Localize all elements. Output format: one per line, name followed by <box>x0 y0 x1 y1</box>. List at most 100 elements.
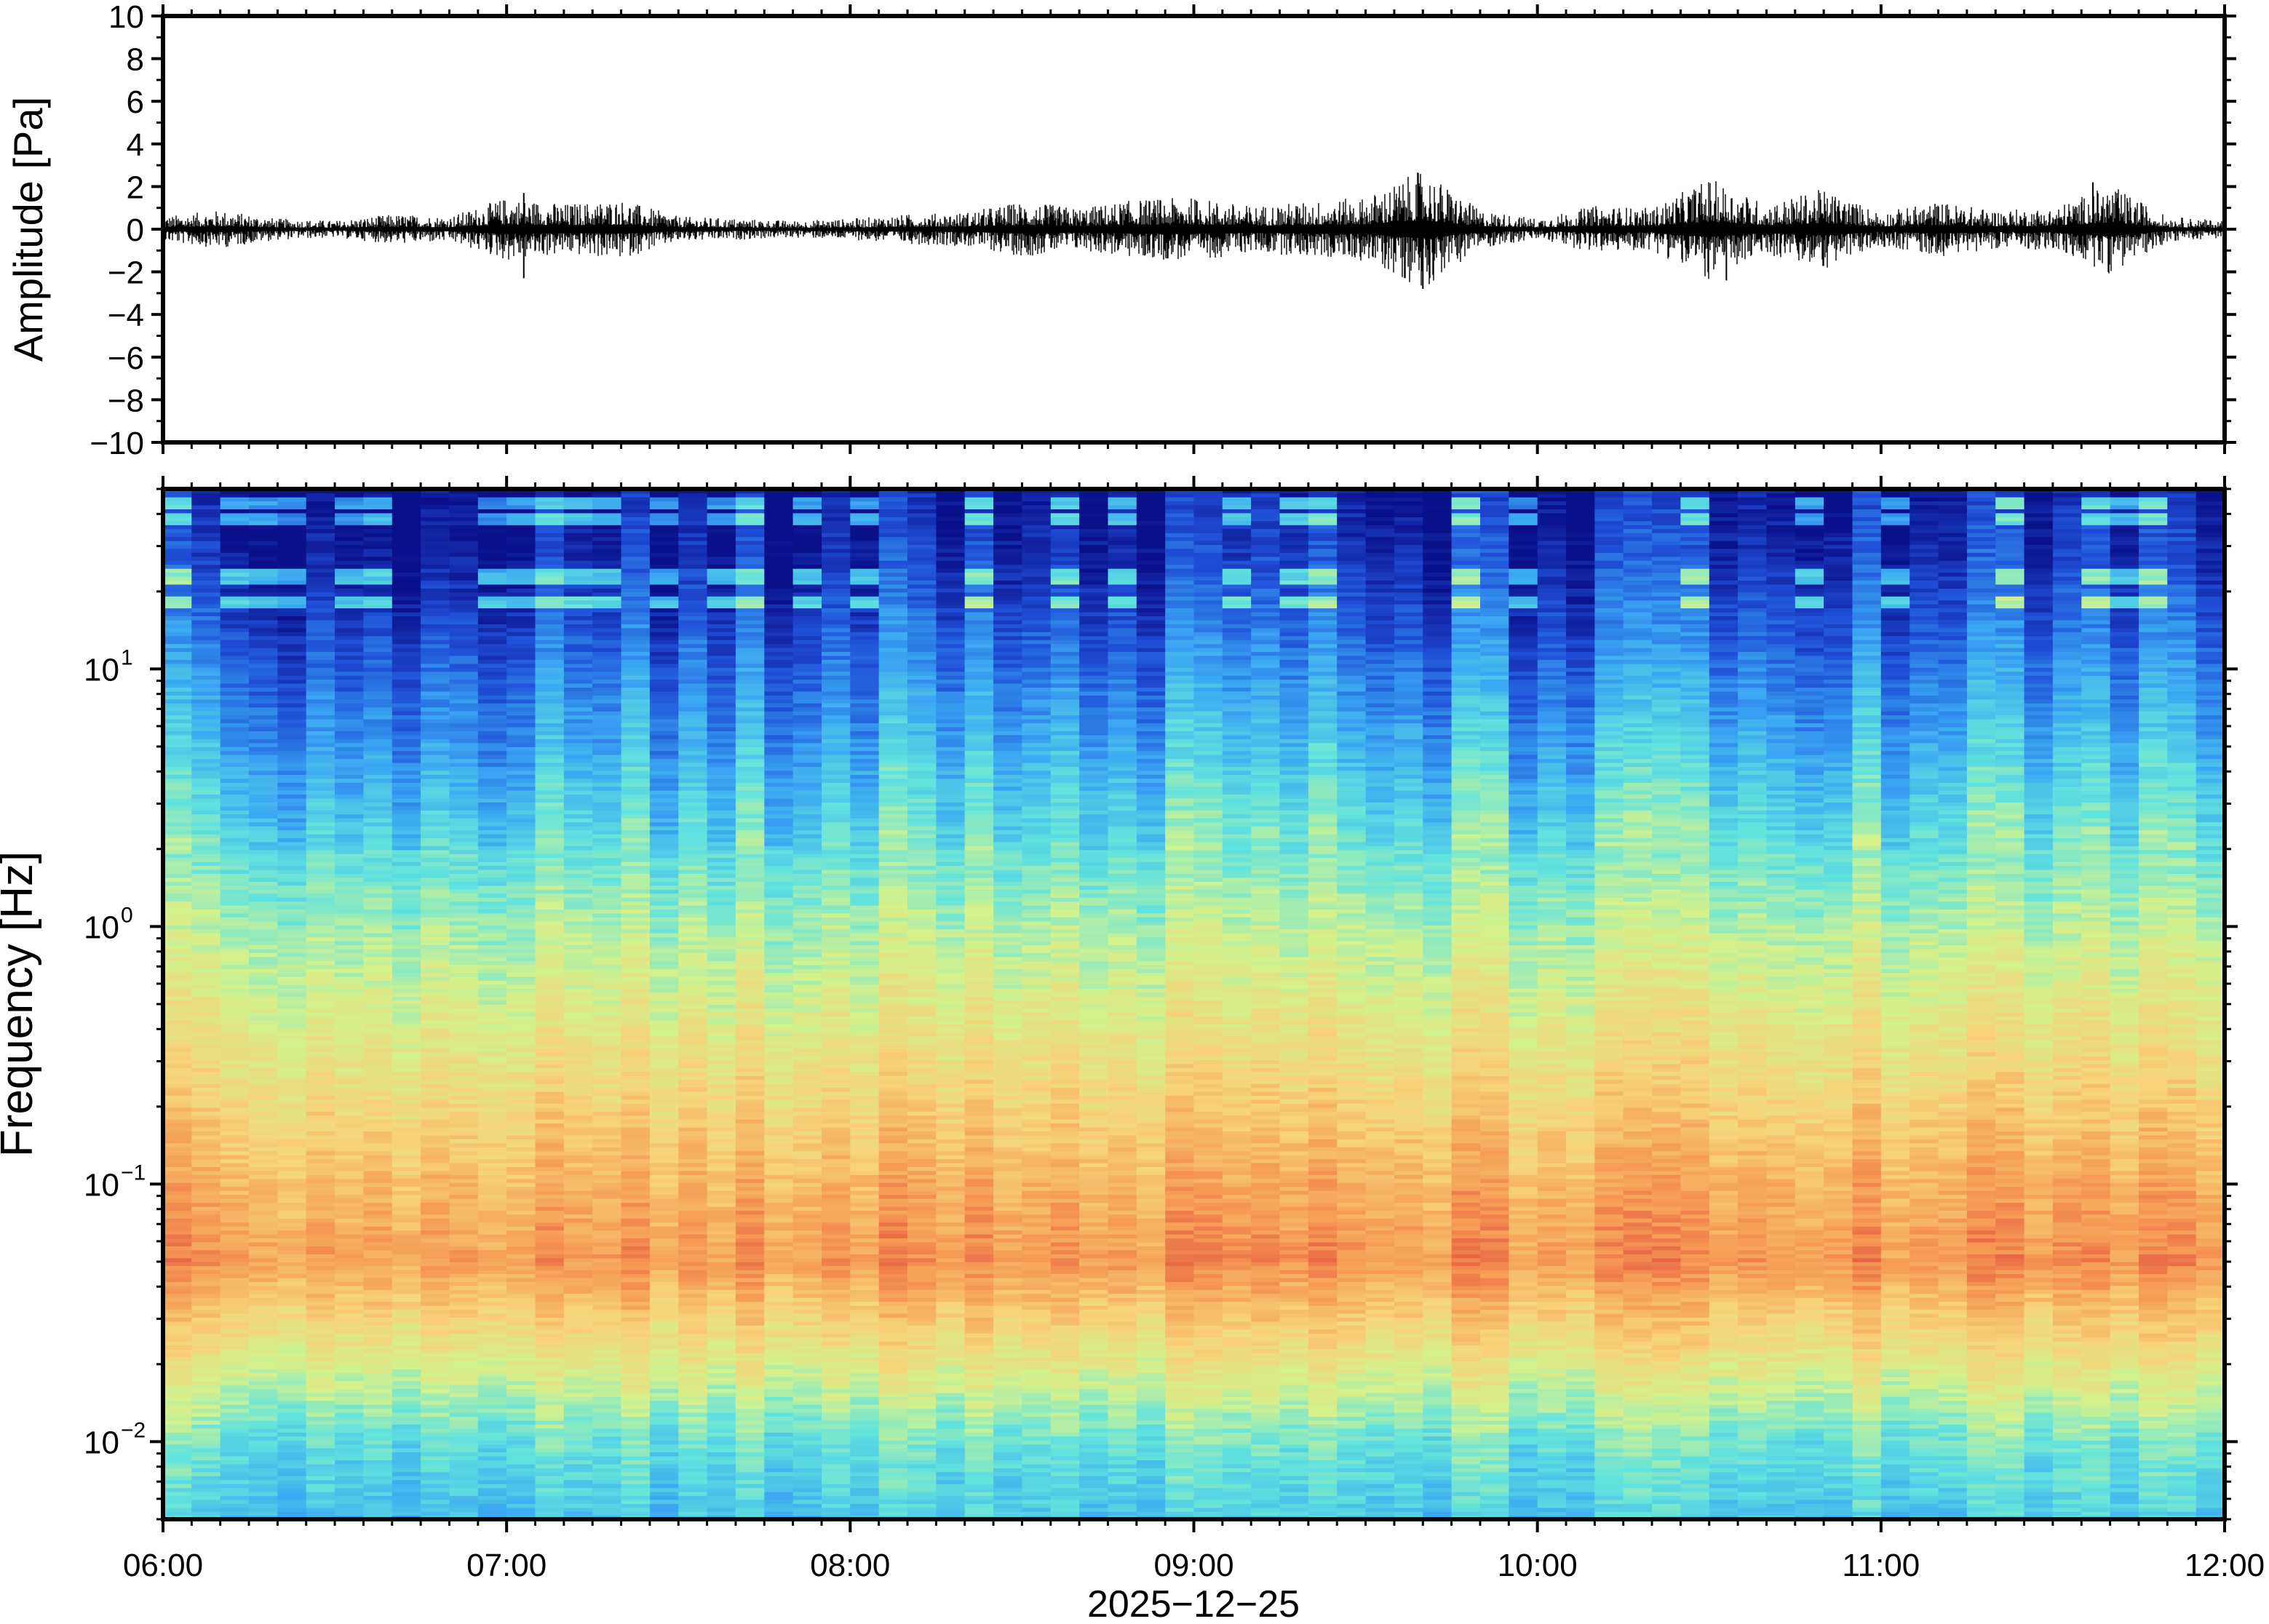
spectrogram-cell <box>592 1027 622 1032</box>
spectrogram-cell <box>649 548 679 553</box>
spectrogram-cell <box>421 782 450 787</box>
spectrogram-cell <box>249 802 279 807</box>
spectrogram-cell <box>449 1471 479 1476</box>
spectrogram-cell <box>335 833 365 838</box>
spectrogram-cell <box>306 1024 335 1029</box>
spectrogram-cell <box>191 711 221 716</box>
spectrogram-cell <box>535 627 565 632</box>
spectrogram-cell <box>163 1432 193 1437</box>
spectrogram-cell <box>592 849 622 854</box>
spectrogram-cell <box>563 1333 593 1338</box>
spectrogram-cell <box>592 1075 622 1080</box>
spectrogram-cell <box>220 1118 250 1124</box>
spectrogram-cell <box>421 1333 450 1338</box>
spectrogram-cell <box>335 1206 365 1211</box>
spectrogram-cell <box>592 766 622 771</box>
spectrogram-cell <box>477 576 507 581</box>
spectrogram-cell <box>477 1325 507 1330</box>
spectrogram-cell <box>621 1099 651 1104</box>
spectrogram-cell <box>649 1178 679 1183</box>
spectrogram-cell <box>363 821 393 827</box>
spectrogram-cell <box>649 770 679 775</box>
spectrogram-cell <box>506 1372 536 1377</box>
spectrogram-cell <box>506 651 536 656</box>
spectrogram-cell <box>563 845 593 851</box>
spectrogram-cell <box>535 1186 565 1191</box>
spectrogram-cell <box>592 952 622 958</box>
spectrogram-cell <box>449 818 479 823</box>
spectrogram-cell <box>535 1269 565 1275</box>
spectrogram-cell <box>421 829 450 835</box>
spectrogram-cell <box>563 936 593 942</box>
spectrogram-cell <box>335 762 365 767</box>
spectrogram-cell <box>563 893 593 898</box>
spectrogram-cell <box>621 1463 651 1468</box>
spectrogram-cell <box>621 825 651 831</box>
spectrogram-cell <box>421 968 450 974</box>
spectrogram-cell <box>649 750 679 755</box>
spectrogram-cell <box>306 592 335 597</box>
spectrogram-cell <box>449 1095 479 1100</box>
spectrogram-cell <box>421 635 450 640</box>
spectrogram-cell <box>392 928 421 934</box>
spectrogram-cell <box>220 1139 250 1144</box>
spectrogram-cell <box>363 1372 393 1377</box>
spectrogram-cell <box>421 1495 450 1500</box>
spectrogram-cell <box>506 920 536 926</box>
spectrogram-cell <box>649 1257 679 1262</box>
spectrogram-cell <box>249 643 279 648</box>
spectrogram-cell <box>163 1174 193 1179</box>
spectrogram-cell <box>421 1055 450 1060</box>
spectrogram-cell <box>535 734 565 739</box>
spectrogram-cell <box>277 857 307 862</box>
spectrogram-cell <box>220 825 250 831</box>
spectrogram-cell <box>392 1345 421 1350</box>
spectrogram-cell <box>249 1273 279 1278</box>
spectrogram-cell <box>449 734 479 739</box>
spectrogram-cell <box>335 1126 365 1131</box>
spectrogram-cell <box>421 1198 450 1203</box>
spectrogram-cell <box>649 632 679 637</box>
spectrogram-cell <box>277 778 307 783</box>
spectrogram-cell <box>477 940 507 946</box>
spectrogram-cell <box>592 1376 622 1382</box>
spectrogram-cell <box>563 682 593 688</box>
spectrogram-cell <box>163 1301 193 1306</box>
spectrogram-cell <box>506 1246 536 1251</box>
spectrogram-cell <box>392 504 421 509</box>
spectrogram-cell <box>191 675 221 680</box>
spectrogram-cell <box>563 1471 593 1476</box>
spectrogram-cell <box>535 1428 565 1433</box>
spectrogram-cell <box>563 889 593 894</box>
spectrogram-cell <box>277 917 307 922</box>
spectrogram-cell <box>621 1079 651 1084</box>
spectrogram-cell <box>621 592 651 597</box>
spectrogram-cell <box>335 568 365 573</box>
spectrogram-cell <box>163 754 193 760</box>
spectrogram-cell <box>421 1241 450 1246</box>
spectrogram-cell <box>363 948 393 953</box>
spectrogram-cell <box>592 1083 622 1088</box>
spectrogram-cell <box>506 1511 536 1516</box>
spectrogram-cell <box>306 556 335 561</box>
spectrogram-cell <box>563 663 593 668</box>
spectrogram-cell <box>449 1019 479 1024</box>
spectrogram-cell <box>277 789 307 795</box>
spectrogram-cell <box>335 1265 365 1270</box>
spectrogram-cell <box>621 1155 651 1160</box>
spectrogram-cell <box>621 1055 651 1060</box>
spectrogram-cell <box>563 1047 593 1053</box>
spectrogram-cell <box>277 682 307 688</box>
spectrogram-cell <box>678 1424 708 1429</box>
spectrogram-cell <box>535 1000 565 1005</box>
spectrogram-cell <box>563 592 593 597</box>
spectrogram-cell <box>421 956 450 961</box>
spectrogram-cell <box>335 1369 365 1374</box>
spectrogram-cell <box>477 1246 507 1251</box>
spectrogram-cell <box>191 992 221 997</box>
spectrogram-cell <box>249 576 279 581</box>
spectrogram-cell <box>449 1142 479 1147</box>
spectrogram-cell <box>621 968 651 974</box>
spectrogram-cell <box>535 1004 565 1009</box>
spectrogram-cell <box>277 1297 307 1302</box>
